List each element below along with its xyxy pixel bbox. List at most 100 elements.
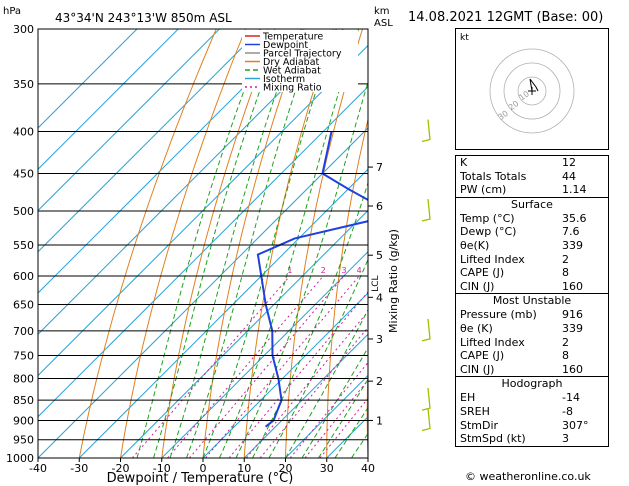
x-tick-label: 20 bbox=[279, 462, 293, 475]
mixing-ratio-axis-label: Mixing Ratio (g/kg) bbox=[387, 229, 400, 333]
mixing-ratio-line bbox=[189, 275, 345, 458]
isotherm-line bbox=[78, 168, 368, 458]
wind-barb bbox=[421, 318, 431, 342]
km-tick-label: 4 bbox=[376, 291, 383, 304]
wet-adiabat-line bbox=[318, 378, 368, 458]
index-row: K 12 bbox=[460, 156, 576, 169]
hodograph-ring bbox=[503, 62, 561, 120]
dry-adiabat-line bbox=[366, 357, 368, 458]
hodograph-ring-label: 30 bbox=[496, 109, 510, 122]
wet-adiabat-line bbox=[235, 80, 368, 458]
mixing-ratio-line bbox=[304, 379, 368, 458]
dry-adiabat-line bbox=[619, 29, 629, 458]
km-tick-label: 3 bbox=[376, 333, 383, 346]
wet-adiabat-line bbox=[334, 406, 368, 458]
mixing-ratio-line bbox=[167, 275, 324, 458]
pressure-tick-label: 400 bbox=[13, 126, 34, 139]
hodograph-ring bbox=[517, 76, 547, 106]
x-tick-label: -10 bbox=[153, 462, 171, 475]
isotherm-line bbox=[38, 29, 220, 212]
legend-entry: Dewpoint bbox=[263, 40, 308, 51]
pressure-tick-label: 800 bbox=[13, 372, 34, 385]
pressure-tick-label: 450 bbox=[13, 167, 34, 180]
credit: © weatheronline.co.uk bbox=[465, 470, 591, 483]
unstable-title: Most Unstable bbox=[492, 294, 572, 308]
asl-label: ASL bbox=[374, 18, 393, 29]
hodograph-kt-label: kt bbox=[460, 33, 469, 43]
pressure-tick-label: 300 bbox=[13, 23, 34, 36]
surface-title: Surface bbox=[511, 197, 553, 211]
unstable-row: Pressure (mb) 916 bbox=[460, 308, 583, 322]
pressure-tick-label: 850 bbox=[13, 394, 34, 407]
km-tick-label: 7 bbox=[376, 161, 383, 174]
isotherm-line bbox=[38, 29, 344, 335]
x-axis-label: Dewpoint / Temperature (°C) bbox=[107, 471, 294, 486]
mixing-ratio-label: 1 bbox=[287, 266, 292, 275]
mixing-ratio-label: 4 bbox=[357, 266, 362, 275]
wind-barb bbox=[421, 198, 431, 222]
wind-barb bbox=[421, 388, 431, 411]
hodograph-row: EH -14 bbox=[460, 391, 580, 405]
hodograph-row: StmDir 307° bbox=[460, 418, 589, 432]
unstable-row: Lifted Index 2 bbox=[460, 335, 569, 349]
legend-entry: Parcel Trajectory bbox=[263, 49, 342, 60]
datetime-title: 14.08.2021 12GMT (Base: 00) bbox=[408, 10, 603, 25]
hodograph: kt 10 20 30 bbox=[455, 28, 609, 150]
mixing-ratio-label: 10 bbox=[406, 266, 416, 275]
isotherm-line bbox=[38, 44, 368, 377]
legend-entry: Mixing Ratio bbox=[263, 83, 322, 94]
isotherm-line bbox=[38, 29, 303, 294]
wet-adiabat-line bbox=[136, 29, 268, 458]
dry-adiabat-line bbox=[161, 29, 276, 458]
isotherm-line bbox=[38, 29, 262, 253]
x-tick-label: 30 bbox=[320, 462, 334, 475]
unstable-row: θe (K) 339 bbox=[460, 321, 583, 335]
hodograph-row: StmSpd (kt) 3 bbox=[460, 432, 569, 446]
wind-barb bbox=[421, 119, 431, 143]
km-label: km bbox=[374, 6, 390, 17]
x-tick-label: -30 bbox=[70, 462, 88, 475]
hpa-label: hPa bbox=[3, 6, 21, 17]
mixing-ratio-line bbox=[228, 291, 368, 458]
unstable-row: CAPE (J) 8 bbox=[460, 349, 569, 363]
hodograph-title: Hodograph bbox=[501, 377, 563, 391]
wet-adiabat-line bbox=[169, 29, 300, 458]
mixing-ratio-label: 2 bbox=[321, 266, 326, 275]
x-tick-label: 10 bbox=[237, 462, 251, 475]
wind-barb bbox=[421, 408, 431, 432]
surface-row: Temp (°C) 35.6 bbox=[460, 211, 587, 225]
legend-entry: Temperature bbox=[262, 32, 323, 43]
mixing-ratio-label: 16 bbox=[434, 266, 444, 275]
legend-entry: Dry Adiabat bbox=[263, 57, 320, 68]
hodograph-ring-label: 20 bbox=[507, 99, 521, 112]
isotherm-line bbox=[202, 292, 368, 458]
lcl-label: LCL bbox=[371, 275, 381, 291]
wet-adiabat-line bbox=[285, 308, 368, 458]
mixing-ratio-line bbox=[319, 397, 368, 458]
isotherm-line bbox=[243, 333, 368, 458]
x-tick-label: -40 bbox=[29, 462, 47, 475]
surface-row: Dewp (°C) 7.6 bbox=[460, 225, 580, 239]
isotherm-line bbox=[285, 374, 368, 458]
hodograph-trace bbox=[529, 78, 539, 92]
legend-entry: Isotherm bbox=[263, 74, 305, 85]
km-tick-label: 5 bbox=[376, 249, 383, 262]
hodograph-row: SREH -8 bbox=[460, 404, 573, 418]
surface-row: θe(K) 339 bbox=[460, 238, 583, 252]
pressure-tick-label: 900 bbox=[13, 414, 34, 427]
x-tick-label: -20 bbox=[112, 462, 130, 475]
isotherm-line bbox=[38, 29, 138, 129]
surface-row: CIN (J) 160 bbox=[460, 279, 583, 293]
pressure-tick-label: 500 bbox=[13, 205, 34, 218]
x-tick-label: 0 bbox=[200, 462, 207, 475]
isotherm-line bbox=[38, 29, 179, 170]
mixing-ratio-line bbox=[246, 310, 368, 458]
pressure-tick-label: 600 bbox=[13, 270, 34, 283]
unstable-row: CIN (J) 160 bbox=[460, 362, 583, 376]
surface-row: Lifted Index 2 bbox=[460, 252, 569, 266]
pressure-tick-label: 1000 bbox=[6, 452, 34, 465]
legend-box bbox=[242, 30, 358, 92]
pressure-tick-label: 550 bbox=[13, 239, 34, 252]
temperature-series bbox=[379, 29, 467, 427]
